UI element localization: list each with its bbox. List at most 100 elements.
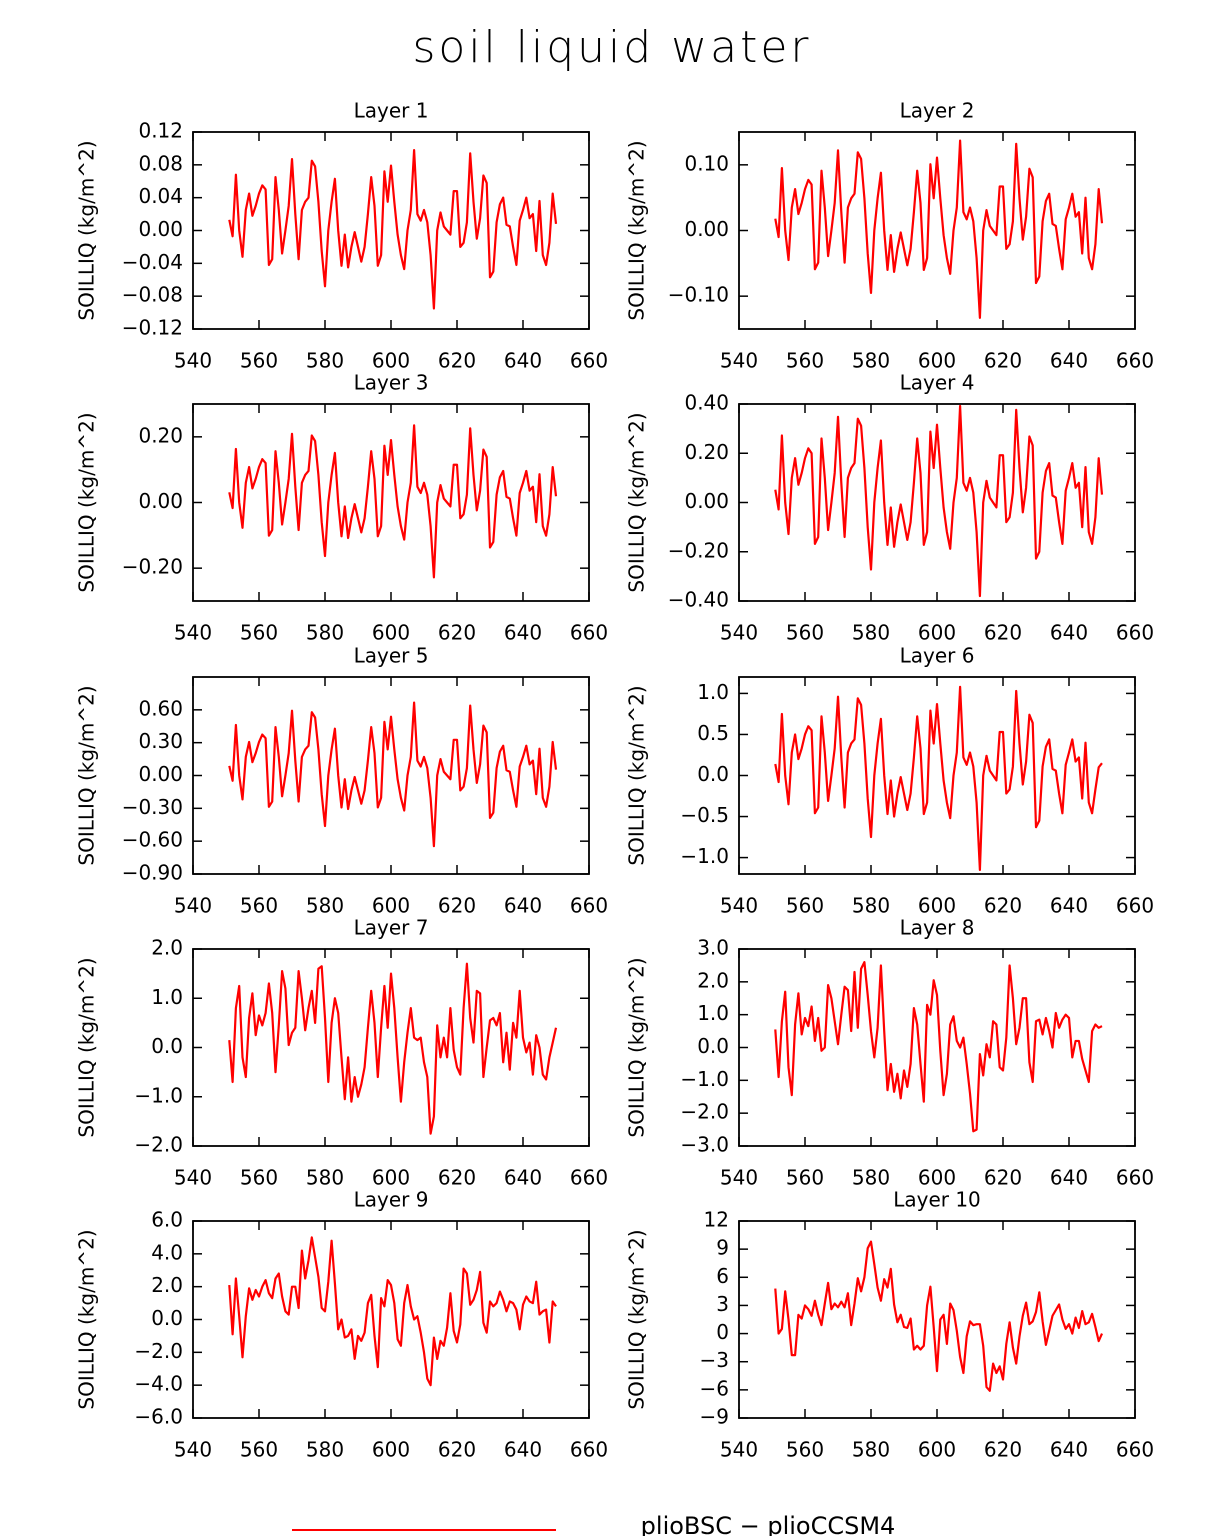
- y-tick-label: 0.10: [684, 151, 729, 175]
- y-tick-label: −0.10: [668, 283, 729, 307]
- y-tick-label: 0.00: [138, 217, 183, 241]
- x-tick-label: 540: [720, 1438, 758, 1462]
- x-tick-label: 640: [1050, 349, 1088, 373]
- y-tick-label: 0.00: [138, 762, 183, 786]
- x-tick-label: 620: [438, 349, 476, 373]
- data-line: [774, 685, 1103, 871]
- x-tick-label: 560: [786, 349, 824, 373]
- plot-frame: [738, 676, 1136, 875]
- y-tick-label: −1.0: [134, 1083, 183, 1107]
- x-tick-label: 580: [306, 621, 344, 645]
- y-axis-label: SOILLIQ (kg/m^2): [75, 412, 99, 592]
- x-tick-label: 560: [786, 1166, 824, 1190]
- y-axis-label: SOILLIQ (kg/m^2): [75, 957, 99, 1137]
- x-tick-label: 580: [306, 1438, 344, 1462]
- panel-title: Layer 6: [900, 644, 975, 668]
- panel-title: Layer 5: [354, 644, 429, 668]
- y-tick-label: 0.0: [151, 1034, 183, 1058]
- x-tick-label: 620: [438, 621, 476, 645]
- y-tick-label: 6.0: [151, 1208, 183, 1232]
- y-tick-label: 0.30: [138, 729, 183, 753]
- x-tick-label: 660: [570, 349, 608, 373]
- x-tick-label: 600: [372, 349, 410, 373]
- y-tick-label: 1.0: [151, 985, 183, 1009]
- x-tick-label: 660: [570, 1438, 608, 1462]
- y-tick-label: −6: [700, 1376, 729, 1400]
- x-tick-label: 580: [852, 1438, 890, 1462]
- x-tick-label: 580: [852, 1166, 890, 1190]
- y-tick-label: 9: [716, 1236, 729, 1260]
- plot-frame: [192, 131, 590, 330]
- panel-title: Layer 8: [900, 916, 975, 940]
- x-tick-label: 640: [1050, 1438, 1088, 1462]
- plot-frame: [192, 1220, 590, 1419]
- x-tick-label: 540: [174, 621, 212, 645]
- x-tick-label: 620: [984, 1166, 1022, 1190]
- x-tick-label: 580: [306, 894, 344, 918]
- y-tick-label: 0.00: [138, 489, 183, 513]
- data-line: [774, 961, 1103, 1133]
- y-tick-label: 0.12: [138, 119, 183, 143]
- panel-title: Layer 1: [354, 99, 429, 123]
- plot-frame: [738, 131, 1136, 330]
- y-tick-label: −0.20: [122, 555, 183, 579]
- x-tick-label: 560: [240, 1166, 278, 1190]
- x-tick-label: 600: [918, 1438, 956, 1462]
- x-tick-label: 660: [1116, 1438, 1154, 1462]
- panel-title: Layer 9: [354, 1188, 429, 1212]
- y-tick-label: 3: [716, 1292, 729, 1316]
- x-tick-label: 640: [1050, 894, 1088, 918]
- y-tick-label: 1.0: [697, 680, 729, 704]
- x-tick-label: 560: [786, 1438, 824, 1462]
- y-tick-label: 0.60: [138, 696, 183, 720]
- x-tick-label: 600: [372, 1438, 410, 1462]
- x-tick-label: 560: [240, 894, 278, 918]
- y-axis-label: SOILLIQ (kg/m^2): [625, 412, 649, 592]
- x-tick-label: 640: [504, 1166, 542, 1190]
- y-tick-label: 0.00: [684, 217, 729, 241]
- y-tick-label: −0.12: [122, 316, 183, 340]
- x-tick-label: 620: [984, 349, 1022, 373]
- x-tick-label: 600: [372, 894, 410, 918]
- y-tick-label: −0.5: [680, 803, 729, 827]
- x-tick-label: 600: [918, 621, 956, 645]
- plot-frame: [192, 676, 590, 875]
- legend-label: plioBSC − plioCCSM4: [641, 1512, 896, 1536]
- x-tick-label: 540: [174, 894, 212, 918]
- x-tick-label: 600: [918, 1166, 956, 1190]
- x-tick-label: 600: [918, 894, 956, 918]
- data-line: [774, 1240, 1104, 1392]
- panel-title: Layer 3: [354, 371, 429, 395]
- x-tick-label: 660: [570, 1166, 608, 1190]
- plot-frame: [192, 403, 590, 602]
- x-tick-label: 660: [570, 621, 608, 645]
- x-tick-label: 580: [852, 621, 890, 645]
- y-axis-label: SOILLIQ (kg/m^2): [625, 685, 649, 865]
- y-tick-label: 3.0: [697, 936, 729, 960]
- x-tick-label: 620: [438, 1438, 476, 1462]
- y-tick-label: 0.20: [138, 423, 183, 447]
- data-line: [228, 1236, 557, 1387]
- y-axis-label: SOILLIQ (kg/m^2): [625, 140, 649, 320]
- data-line: [228, 148, 558, 310]
- y-tick-label: −0.20: [668, 538, 729, 562]
- x-tick-label: 620: [438, 894, 476, 918]
- y-tick-label: 0.0: [697, 1034, 729, 1058]
- y-tick-label: 0.5: [697, 721, 729, 745]
- y-axis-label: SOILLIQ (kg/m^2): [75, 685, 99, 865]
- x-tick-label: 640: [504, 894, 542, 918]
- y-tick-label: −0.90: [122, 861, 183, 885]
- data-line: [774, 139, 1104, 319]
- y-tick-label: 0.08: [138, 151, 183, 175]
- plot-frame: [192, 948, 590, 1147]
- y-tick-label: 0.0: [697, 762, 729, 786]
- x-tick-label: 620: [984, 621, 1022, 645]
- x-tick-label: 620: [984, 1438, 1022, 1462]
- y-tick-label: −0.60: [122, 828, 183, 852]
- y-tick-label: −4.0: [134, 1372, 183, 1396]
- y-tick-label: −0.04: [122, 250, 183, 274]
- x-tick-label: 600: [372, 621, 410, 645]
- y-axis-label: SOILLIQ (kg/m^2): [75, 1229, 99, 1409]
- figure-title: soil liquid water: [412, 22, 811, 73]
